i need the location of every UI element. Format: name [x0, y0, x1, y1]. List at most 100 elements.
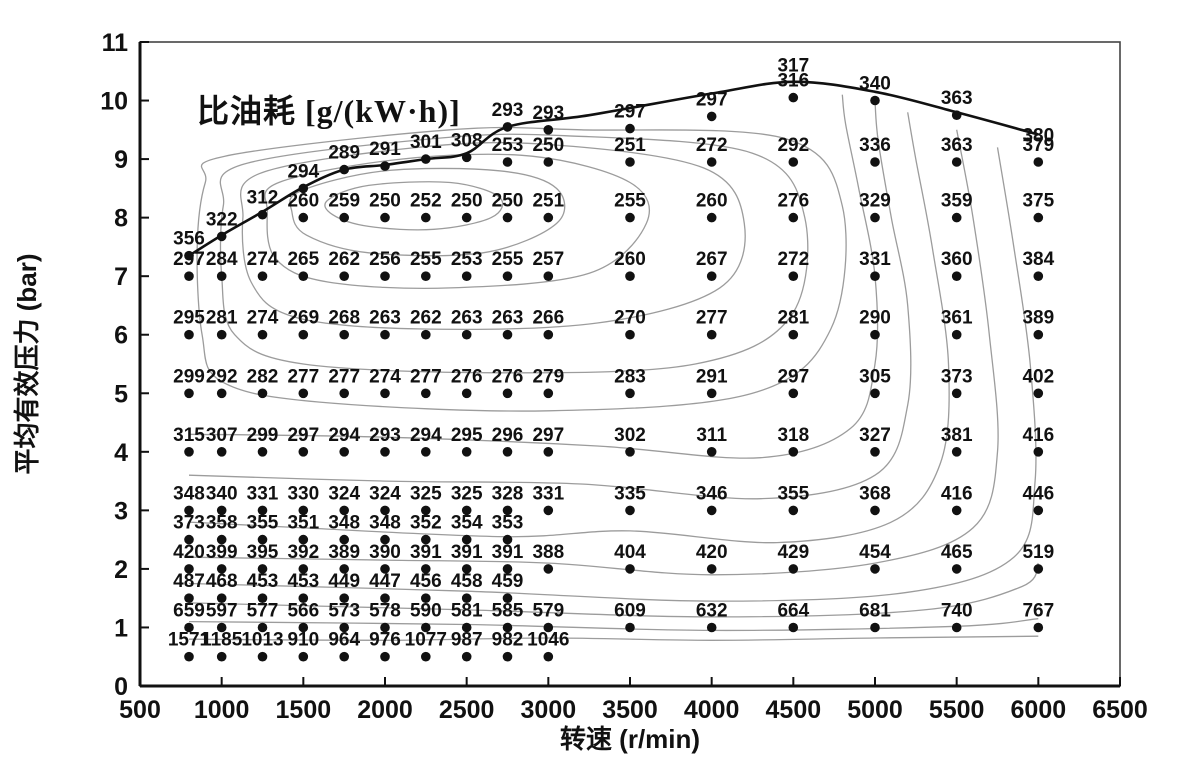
data-point-label: 976 [369, 630, 401, 651]
curve-extra-label: 380 [1022, 126, 1054, 147]
data-point-dot [461, 593, 472, 603]
data-point-dot [461, 388, 472, 399]
data-point-label: 305 [859, 366, 891, 387]
data-point-label: 299 [247, 425, 279, 446]
y-tick-label: 5 [114, 380, 128, 408]
data-point-label: 282 [247, 366, 279, 387]
data-point-label: 373 [941, 366, 973, 387]
data-point-dot [339, 388, 350, 399]
data-point-dot [870, 447, 880, 457]
data-point-dot [421, 505, 431, 516]
data-point-dot [870, 271, 880, 282]
data-point-label: 363 [941, 88, 973, 109]
data-point-dot [543, 329, 554, 340]
data-point-dot [257, 651, 268, 662]
data-point-dot [706, 505, 717, 516]
data-point-dot [380, 212, 390, 223]
y-axis-title: 平均有效压力 (bar) [12, 253, 42, 474]
data-point-dot [461, 329, 472, 340]
data-point-label: 269 [287, 308, 319, 329]
data-point-dot [216, 622, 227, 633]
data-point-dot [216, 505, 227, 516]
data-point-label: 274 [247, 249, 279, 270]
data-point-dot [298, 212, 309, 223]
data-point-dot [706, 622, 717, 633]
data-point-label: 257 [532, 249, 564, 270]
data-point-label: 1013 [241, 630, 283, 651]
data-point-label: 355 [777, 483, 809, 504]
data-point-dot [788, 271, 799, 282]
data-point-label: 982 [492, 630, 524, 651]
data-point-dot [380, 388, 390, 399]
data-point-dot [184, 622, 194, 633]
data-point-label: 277 [696, 308, 728, 329]
data-point-dot [1033, 622, 1044, 633]
data-point-label: 250 [532, 135, 564, 156]
data-point-dot [461, 622, 472, 633]
y-tick-label: 2 [114, 556, 128, 584]
data-point-dot [461, 447, 472, 457]
data-point-dot [502, 593, 513, 603]
data-point-label: 389 [1022, 308, 1054, 329]
data-point-dot [380, 505, 390, 516]
data-point-label: 336 [859, 135, 891, 156]
data-point-dot [298, 271, 309, 282]
data-point-label: 355 [247, 513, 279, 534]
x-tick-label: 4000 [684, 696, 740, 724]
data-point-label: 291 [369, 139, 401, 160]
data-point-dot [951, 212, 962, 223]
data-point-label: 519 [1022, 542, 1054, 563]
data-point-label: 263 [451, 308, 483, 329]
data-point-label: 573 [328, 601, 360, 622]
data-point-label: 348 [328, 513, 360, 534]
data-point-label: 388 [532, 542, 564, 563]
data-point-label: 302 [614, 425, 646, 446]
data-point-dot [706, 564, 717, 574]
data-point-dot [951, 564, 962, 574]
data-point-dot [870, 212, 880, 223]
data-point-label: 590 [410, 601, 442, 622]
data-point-label: 352 [410, 513, 442, 534]
data-point-label: 251 [532, 191, 564, 212]
data-point-dot [502, 271, 513, 282]
data-point-dot [1033, 157, 1044, 167]
data-point-dot [380, 329, 390, 340]
data-point-label: 272 [777, 249, 809, 270]
data-point-label: 465 [941, 542, 973, 563]
data-point-label: 295 [173, 308, 205, 329]
data-point-label: 324 [328, 483, 360, 504]
data-point-label: 281 [777, 308, 809, 329]
data-point-dot [543, 271, 554, 282]
data-point-label: 459 [492, 571, 524, 592]
data-point-label: 297 [614, 102, 646, 123]
x-axis-title: 转速 (r/min) [560, 724, 700, 754]
data-point-dot [380, 651, 390, 662]
data-point-dot [625, 157, 635, 167]
data-point-dot [543, 157, 554, 167]
data-point-label: 447 [369, 571, 401, 592]
data-point-dot [706, 111, 717, 122]
data-point-label: 453 [287, 571, 319, 592]
contour-line-800 [188, 635, 1039, 641]
x-tick-label: 500 [119, 696, 161, 724]
data-point-dot [461, 505, 472, 516]
data-point-dot [257, 271, 268, 282]
x-tick-label: 1000 [194, 696, 250, 724]
data-point-dot [706, 447, 717, 457]
data-point-label: 297 [287, 425, 319, 446]
data-point-label: 276 [777, 191, 809, 212]
data-point-label: 252 [410, 191, 442, 212]
data-point-label: 296 [492, 425, 524, 446]
data-point-dot [1033, 329, 1044, 340]
data-point-dot [257, 622, 268, 633]
data-point-label: 291 [696, 366, 728, 387]
data-point-label: 566 [287, 601, 319, 622]
data-point-label: 368 [859, 483, 891, 504]
data-point-dot [951, 447, 962, 457]
data-point-label: 456 [410, 571, 442, 592]
data-point-dot [184, 388, 194, 399]
data-point-label: 266 [532, 308, 564, 329]
data-point-label: 267 [696, 249, 728, 270]
data-point-label: 312 [247, 188, 279, 209]
data-point-label: 356 [173, 229, 205, 250]
